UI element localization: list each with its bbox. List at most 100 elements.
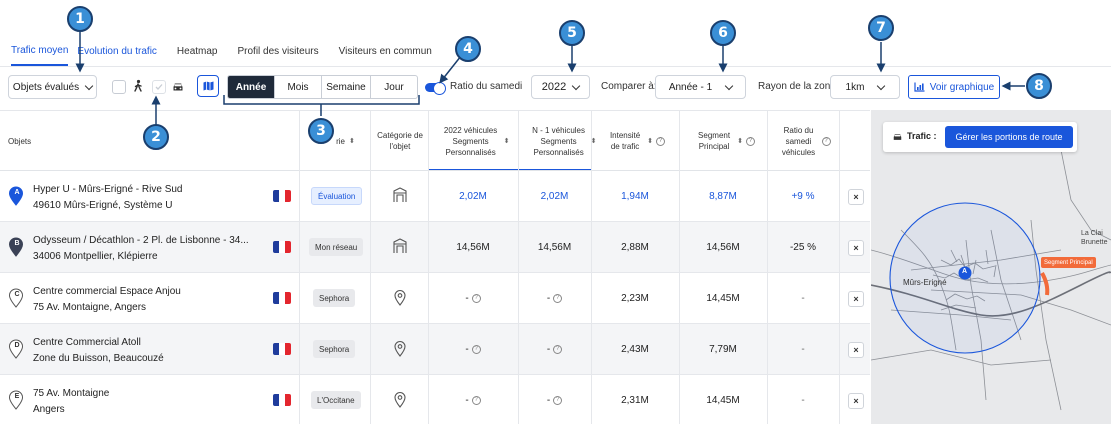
help-icon[interactable]: ? [553,396,563,405]
category-badge: Mon réseau [309,238,364,256]
help-icon[interactable]: ? [553,294,563,303]
tab-evolution-trafic[interactable]: Evolution du trafic [77,45,157,57]
chevron-down-icon [571,81,581,90]
tab-heatmap[interactable]: Heatmap [176,45,218,57]
callout-5: 5 [559,20,585,46]
pedestrian-icon[interactable] [132,79,144,95]
table-row[interactable]: D Centre Commercial Atoll Zone du Buisson,… [0,324,870,375]
remove-row-button[interactable]: × [848,240,864,256]
sort-icon: ⬍ [647,137,653,145]
car-icon [893,134,902,140]
marker-letter: E [14,393,20,400]
building-icon [392,238,408,256]
chevron-down-icon [84,81,94,90]
help-icon[interactable]: ? [745,136,755,146]
callout-6: 6 [710,20,736,46]
saturday-ratio-cell: - [801,395,805,406]
map-panel[interactable]: A Mûrs-Erigné La Clai Brunette Segment P… [871,110,1111,424]
period-month[interactable]: Mois [275,76,322,98]
empty-value: - [465,395,469,406]
france-flag-icon [273,292,291,304]
remove-row-button[interactable]: × [848,342,864,358]
saturday-ratio-toggle[interactable] [425,82,446,95]
header-year-vehicles[interactable]: 2022 véhicules Segments Personnalisés ⬍ [432,111,517,171]
vehicle-checkbox[interactable] [152,80,166,94]
header-main-segment[interactable]: Segment Principal ⬍? [685,111,765,171]
map-marker-a[interactable]: A [962,268,968,275]
object-name-block[interactable]: Odysseum / Décathlon - 2 Pl. de Lisbonne… [33,233,249,265]
header-traffic-intensity[interactable]: Intensité de trafic ⬍? [596,111,676,171]
location-marker-icon [8,288,24,308]
object-name: 75 Av. Montaigne [33,388,110,399]
period-year[interactable]: Année [228,76,275,98]
table-row[interactable]: C Centre commercial Espace Anjou 75 Av. Mo… [0,273,870,324]
period-week[interactable]: Semaine [322,76,371,98]
remove-row-button[interactable]: × [848,291,864,307]
location-pin-icon [392,391,408,409]
tab-profil-visiteurs[interactable]: Profil des visiteurs [237,45,319,57]
period-day[interactable]: Jour [384,81,404,93]
cell-value: 14,56M [456,242,490,253]
radius-dropdown[interactable]: 1km [830,75,900,99]
traffic-intensity-cell: 2,23M [621,293,649,304]
table-row[interactable]: B Odysseum / Décathlon - 2 Pl. de Lisbonn… [0,222,870,273]
manage-road-segments-button[interactable]: Gérer les portions de route [945,126,1073,148]
header-object-category: Catégorie de l'objet [377,131,423,151]
object-name: Hyper U - Mûrs-Erigné - Rive Sud [33,184,183,195]
cell-value: 2,02M [540,191,569,202]
map-view-button[interactable] [197,75,219,97]
header-saturday-ratio[interactable]: Ratio du samedi véhicules? [772,111,837,171]
compare-label: Comparer à: [601,81,657,92]
header-main-segment-label: Segment Principal [698,131,731,151]
compare-value: Année - 1 [668,81,713,93]
tab-visiteurs-commun[interactable]: Visiteurs en commun [338,45,432,57]
chevron-down-icon [877,81,886,90]
help-icon[interactable]: ? [655,136,665,146]
view-chart-button[interactable]: Voir graphique [908,75,1000,99]
table-row[interactable]: E 75 Av. Montaigne Angers L'Occitane -? -? 2,3… [0,375,870,424]
object-name-block[interactable]: Hyper U - Mûrs-Erigné - Rive Sud 49610 Mû… [33,182,182,214]
year-dropdown[interactable]: 2022 [531,75,590,99]
year-vehicles-cell: -? [428,375,518,424]
empty-value: - [546,293,551,304]
compare-dropdown[interactable]: Année - 1 [655,75,746,99]
header-category[interactable]: rie ⬍ [328,111,363,171]
category-badge: Évaluation [311,187,363,205]
help-icon[interactable]: ? [821,136,831,146]
location-pin-icon [392,340,408,358]
n1-vehicles-cell: 14,56M [518,222,591,273]
marker-letter: D [14,342,20,349]
remove-row-button[interactable]: × [848,189,864,205]
objects-dropdown[interactable]: Objets évalués [8,75,97,99]
marker-letter: A [14,189,20,196]
category-badge: Sephora [313,289,356,307]
select-all-checkbox[interactable] [112,80,126,94]
table-row[interactable]: A Hyper U - Mûrs-Erigné - Rive Sud 49610 M… [0,171,870,222]
location-marker-icon [8,339,24,359]
table-header: Objets rie ⬍ Catégorie de l'objet 2022 vé… [0,111,870,171]
column-divider [299,110,300,424]
sort-icon: ⬍ [349,137,355,145]
help-icon[interactable]: ? [471,345,481,354]
header-n1-vehicles[interactable]: N - 1 véhicules Segments Personnalisés ⬍ [520,111,605,171]
tab-trafic-moyen[interactable]: Trafic moyen [11,36,69,66]
marker-letter: B [14,240,20,247]
object-name-block[interactable]: Centre Commercial Atoll Zone du Buisson, … [33,335,164,367]
n1-vehicles-cell: 2,02M [518,171,591,222]
object-address: 49610 Mûrs-Erigné, Système U [33,200,173,211]
object-name-block[interactable]: Centre commercial Espace Anjou 75 Av. Mon… [33,284,181,316]
object-name-block[interactable]: 75 Av. Montaigne Angers [33,386,109,418]
sort-icon: ⬍ [503,137,510,145]
remove-row-button[interactable]: × [848,393,864,409]
france-flag-icon [273,394,291,406]
main-segment-cell: 7,79M [709,344,737,355]
car-icon[interactable] [172,81,184,93]
help-icon[interactable]: ? [471,294,481,303]
cell-value: 14,56M [537,242,572,253]
saturday-ratio-cell: +9 % [791,191,815,202]
period-segmented-control: Année Mois Semaine Jour [227,75,418,99]
object-address: Angers [33,404,65,415]
column-divider [679,110,680,424]
help-icon[interactable]: ? [471,396,481,405]
help-icon[interactable]: ? [553,345,563,354]
